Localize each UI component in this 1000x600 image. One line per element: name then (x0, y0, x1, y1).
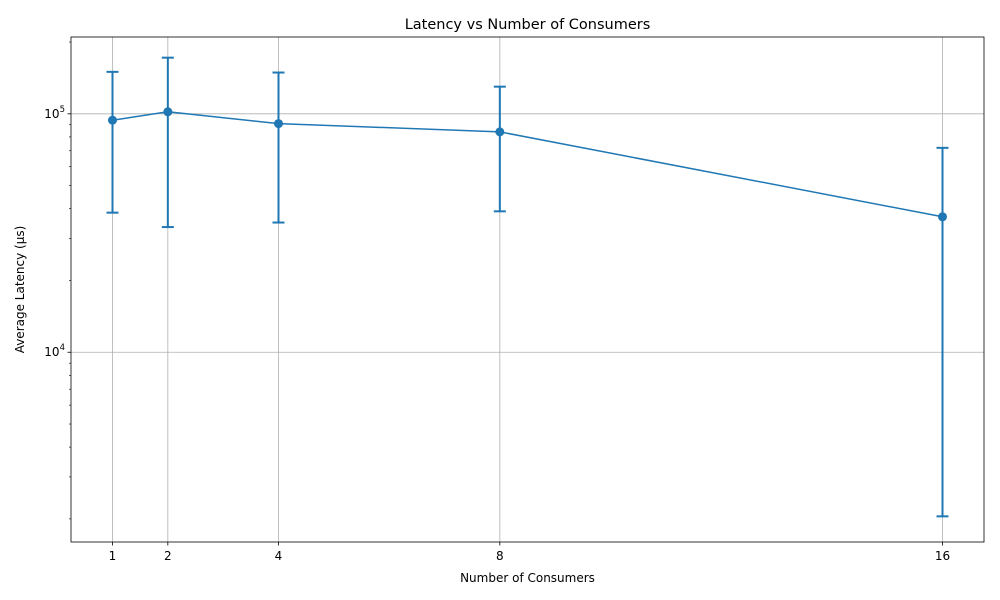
data-point (495, 127, 505, 137)
data-point (163, 107, 173, 117)
error-bars (106, 56, 949, 518)
plot-frame (70, 36, 985, 543)
y-tick-exponent: 4 (60, 343, 65, 353)
x-tick-label: 8 (496, 549, 504, 563)
data-point (274, 119, 283, 129)
y-axis-label: Average Latency (µs) (13, 226, 27, 354)
x-tick-label: 1 (109, 549, 117, 563)
x-axis-ticks: 1 2 4 8 16 (109, 542, 950, 563)
data-point (108, 115, 117, 125)
x-tick-label: 4 (275, 549, 283, 563)
y-tick-label: 105 (44, 105, 65, 121)
data-points (108, 107, 947, 222)
y-tick-base: 10 (44, 345, 59, 359)
y-tick-base: 10 (44, 107, 59, 121)
x-tick-label: 16 (935, 549, 950, 563)
data-point (938, 212, 947, 222)
x-axis-label: Number of Consumers (460, 571, 595, 585)
y-tick-exponent: 5 (60, 105, 65, 115)
y-tick-label: 104 (44, 343, 65, 359)
chart-title: Latency vs Number of Consumers (405, 17, 651, 33)
x-tick-label: 2 (164, 549, 172, 563)
